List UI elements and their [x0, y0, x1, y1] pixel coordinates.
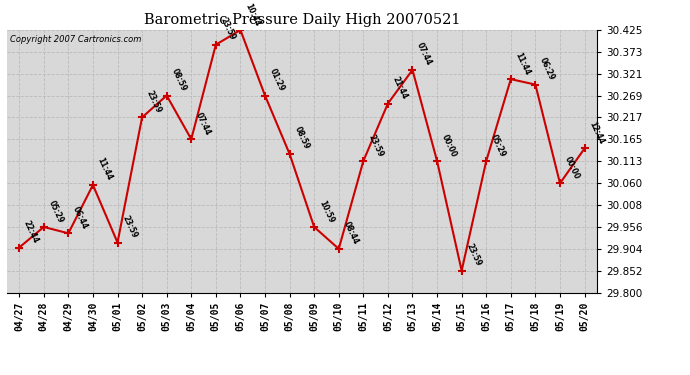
Text: 01:29: 01:29 [268, 67, 286, 93]
Text: 21:44: 21:44 [391, 75, 409, 101]
Text: 05:29: 05:29 [46, 199, 65, 224]
Text: 10:59: 10:59 [317, 199, 335, 224]
Text: 08:44: 08:44 [342, 220, 360, 246]
Title: Barometric Pressure Daily High 20070521: Barometric Pressure Daily High 20070521 [144, 13, 460, 27]
Text: 12:44: 12:44 [587, 120, 606, 146]
Text: 11:44: 11:44 [96, 156, 114, 182]
Text: 10:44: 10:44 [243, 2, 262, 27]
Text: 08:59: 08:59 [293, 126, 310, 151]
Text: 23:59: 23:59 [219, 16, 237, 42]
Text: 05:29: 05:29 [489, 133, 507, 158]
Text: 06:29: 06:29 [538, 56, 557, 82]
Text: 23:59: 23:59 [464, 242, 483, 268]
Text: 06:44: 06:44 [71, 205, 90, 231]
Text: Copyright 2007 Cartronics.com: Copyright 2007 Cartronics.com [10, 35, 141, 44]
Text: 23:59: 23:59 [120, 214, 139, 240]
Text: 00:00: 00:00 [440, 133, 458, 158]
Text: 00:00: 00:00 [563, 155, 581, 180]
Text: 07:44: 07:44 [415, 41, 434, 67]
Text: 07:44: 07:44 [194, 111, 213, 136]
Text: 11:44: 11:44 [513, 51, 532, 76]
Text: 08:59: 08:59 [170, 67, 188, 93]
Text: 23:59: 23:59 [366, 133, 384, 158]
Text: 23:59: 23:59 [145, 89, 163, 115]
Text: 22:44: 22:44 [22, 219, 40, 245]
